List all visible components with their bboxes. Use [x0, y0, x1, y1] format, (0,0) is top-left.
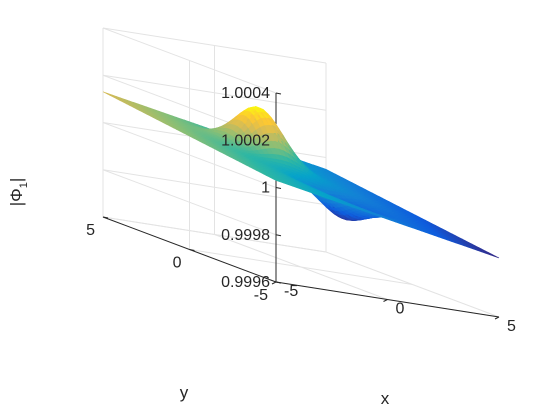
- z-tick-label: 1.0002: [221, 132, 270, 149]
- surface-mesh: [102, 91, 500, 259]
- z-tick-mark: [275, 187, 282, 189]
- x-tick-label: 5: [507, 318, 516, 335]
- x-axis-label: x: [381, 389, 390, 408]
- x-tick-mark: [383, 299, 388, 302]
- z-tick-label: 1.0004: [221, 85, 270, 102]
- y-tick-mark: [189, 249, 195, 251]
- surface-patch: [491, 254, 500, 259]
- y-tick-mark: [275, 281, 282, 284]
- y-axis-label: y: [180, 383, 189, 402]
- x-tick-label: 0: [396, 301, 405, 318]
- axis-lines: [102, 92, 500, 320]
- y-tick-label: 5: [86, 222, 95, 239]
- x-grid-line: [214, 234, 388, 300]
- x-tick-mark: [271, 281, 277, 285]
- z-tick-label: 0.9998: [221, 227, 270, 244]
- x-grid-line: [325, 251, 500, 318]
- z-tick-label: 1: [261, 180, 270, 197]
- y-tick-label: -5: [254, 287, 268, 304]
- z-tick-mark: [275, 92, 282, 95]
- y-tick-label: 0: [173, 255, 182, 272]
- z-tick-mark: [275, 234, 282, 237]
- x-tick-mark: [494, 316, 500, 320]
- y-tick-mark: [102, 216, 109, 219]
- x-tick-label: -5: [284, 283, 298, 300]
- z-tick-label: 0.9996: [221, 274, 270, 291]
- z-axis-label: |Φ1|: [7, 178, 30, 207]
